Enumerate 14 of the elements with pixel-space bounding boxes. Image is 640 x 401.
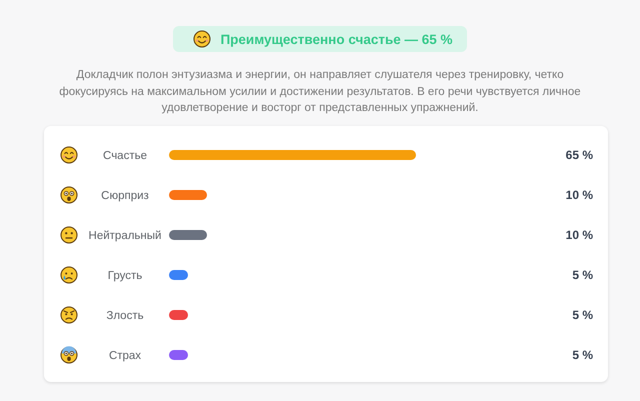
data-label: 5 % <box>572 348 594 362</box>
y-tick-label: Грусть <box>108 270 142 282</box>
y-tick-label: Сюрприз <box>101 190 149 202</box>
chart-title: Преимущественно счастье — 65 % <box>220 32 453 46</box>
y-tick-label: Страх <box>108 350 142 362</box>
data-label: 5 % <box>572 308 594 322</box>
chart-subtitle: Докладчик полон энтузиазма и энергии, он направляет слушателя через тренировку, четко фокусируясь на максимальном усилии и достижении результатов. В его речи чувствуется личное удовлетворение и восторг от представленных упражнений. <box>58 68 582 116</box>
data-label: 10 % <box>566 188 594 202</box>
data-label: 10 % <box>566 228 594 242</box>
y-tick-label: Нейтральный <box>88 230 162 242</box>
data-label: 5 % <box>572 268 594 282</box>
data-label: 65 % <box>566 148 594 162</box>
y-tick-label: Счастье <box>103 150 147 162</box>
y-tick-label: Злость <box>106 310 144 322</box>
